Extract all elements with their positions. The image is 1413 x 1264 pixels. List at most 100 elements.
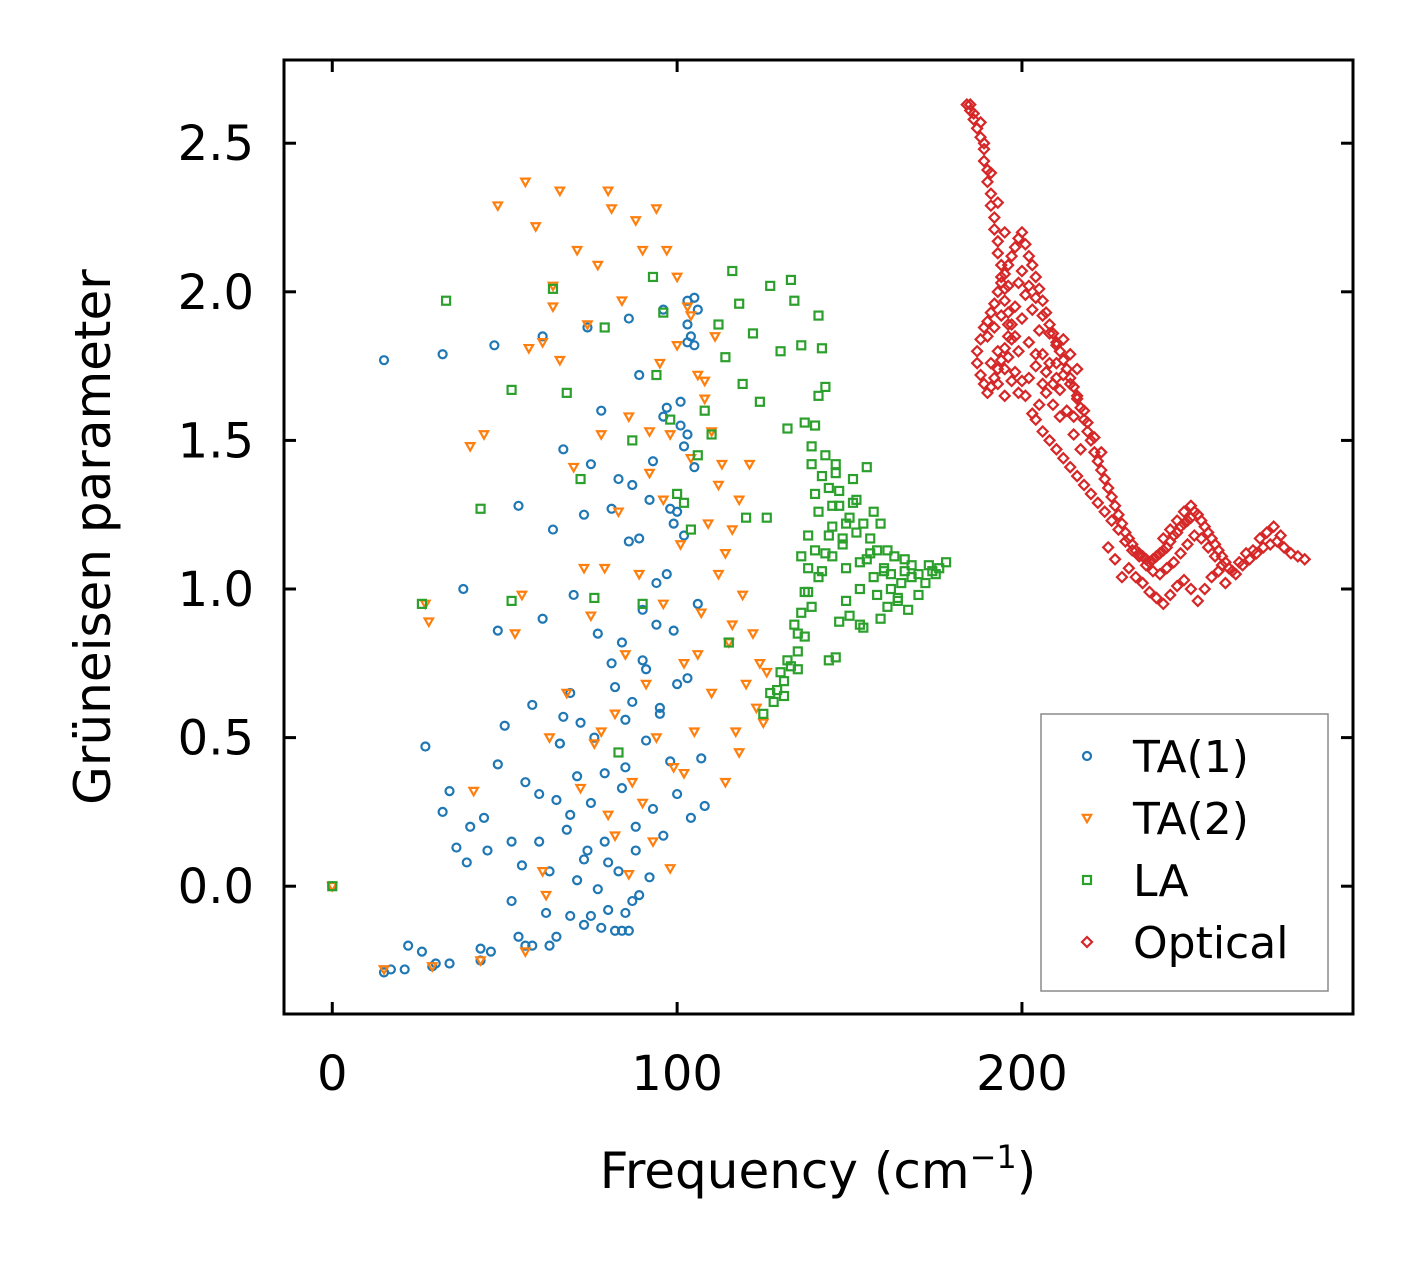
- data-point: [475, 943, 486, 954]
- data-point: [605, 204, 618, 216]
- data-point: [1015, 312, 1029, 326]
- data-point: [998, 389, 1012, 403]
- data-point: [768, 696, 779, 708]
- data-point: [1142, 585, 1157, 599]
- legend-item: TA(1): [1081, 732, 1249, 783]
- data-point: [544, 940, 555, 951]
- data-point: [1015, 264, 1029, 278]
- data-point: [677, 659, 691, 670]
- x-tick-label: 0: [317, 1046, 348, 1102]
- data-point: [485, 946, 497, 957]
- data-point: [1225, 564, 1239, 578]
- data-point: [688, 727, 701, 739]
- data-point: [823, 530, 834, 541]
- data-point: [672, 679, 683, 690]
- data-point: [977, 142, 991, 156]
- data-point: [622, 412, 635, 424]
- data-point: [491, 201, 504, 213]
- data-point: [1046, 398, 1060, 412]
- data-point: [1036, 424, 1050, 439]
- data-point: [987, 222, 1001, 236]
- data-point: [998, 294, 1012, 308]
- data-point: [899, 554, 910, 565]
- data-point: [1029, 291, 1043, 305]
- data-point: [1018, 237, 1032, 251]
- legend-marker: [1080, 813, 1094, 825]
- data-point: [980, 329, 995, 343]
- data-point: [1029, 413, 1043, 427]
- data-point: [803, 586, 814, 598]
- data-point: [627, 479, 638, 491]
- data-point: [816, 343, 828, 354]
- data-point: [399, 964, 410, 975]
- data-point: [643, 427, 656, 438]
- data-point: [650, 733, 663, 745]
- data-point: [685, 524, 697, 535]
- data-point: [1194, 531, 1208, 546]
- data-point: [1011, 276, 1026, 290]
- data-point: [327, 881, 338, 892]
- data-point: [671, 341, 684, 352]
- data-point: [613, 473, 624, 485]
- data-point: [667, 763, 680, 774]
- data-point: [1174, 546, 1188, 560]
- data-point: [437, 349, 448, 360]
- legend-item: TA(2): [1080, 794, 1249, 845]
- data-point: [885, 583, 897, 595]
- data-point: [591, 260, 604, 272]
- data-point: [970, 356, 984, 370]
- data-point: [851, 527, 862, 538]
- data-point: [613, 747, 624, 758]
- data-point: [595, 727, 608, 739]
- data-point: [1146, 552, 1160, 566]
- y-tick-label: 1.0: [178, 562, 254, 618]
- data-point: [1005, 249, 1019, 263]
- data-point: [1056, 451, 1070, 465]
- data-point: [875, 613, 886, 624]
- data-point: [629, 216, 642, 227]
- data-point: [636, 245, 649, 257]
- data-point: [1156, 597, 1170, 611]
- legend-label: TA(1): [1132, 732, 1249, 783]
- data-point: [426, 962, 439, 973]
- data-point: [813, 310, 824, 321]
- data-point: [492, 759, 503, 770]
- data-point: [1063, 377, 1077, 391]
- plot-area-frame: [282, 58, 1355, 1016]
- data-point: [678, 441, 690, 452]
- data-point: [599, 836, 610, 847]
- data-point: [754, 396, 765, 407]
- data-point: [1153, 546, 1167, 560]
- data-point: [840, 563, 852, 574]
- data-point: [622, 870, 635, 881]
- data-point: [739, 679, 753, 691]
- data-point: [1025, 303, 1039, 317]
- data-point: [733, 748, 746, 759]
- data-point: [1122, 561, 1136, 575]
- data-point: [813, 506, 824, 517]
- data-point: [827, 551, 838, 562]
- data-point: [729, 727, 742, 739]
- data-point: [584, 611, 597, 623]
- data-point: [712, 480, 725, 492]
- data-point: [712, 569, 725, 581]
- data-point: [539, 890, 553, 902]
- data-point: [702, 519, 715, 531]
- data-point: [967, 112, 981, 126]
- data-point: [672, 788, 683, 800]
- data-point: [519, 177, 532, 189]
- data-point: [627, 895, 638, 907]
- data-point: [608, 831, 622, 843]
- data-point: [1036, 309, 1050, 323]
- data-point: [820, 450, 831, 461]
- data-point: [865, 533, 876, 544]
- data-point: [551, 931, 562, 942]
- data-point: [753, 659, 766, 670]
- data-point: [930, 569, 941, 580]
- data-point: [572, 771, 583, 782]
- y-axis-label: Grüneisen parameter: [64, 269, 122, 805]
- data-point: [1080, 416, 1095, 430]
- data-point: [715, 459, 729, 471]
- data-point: [782, 423, 793, 434]
- data-point: [980, 175, 995, 189]
